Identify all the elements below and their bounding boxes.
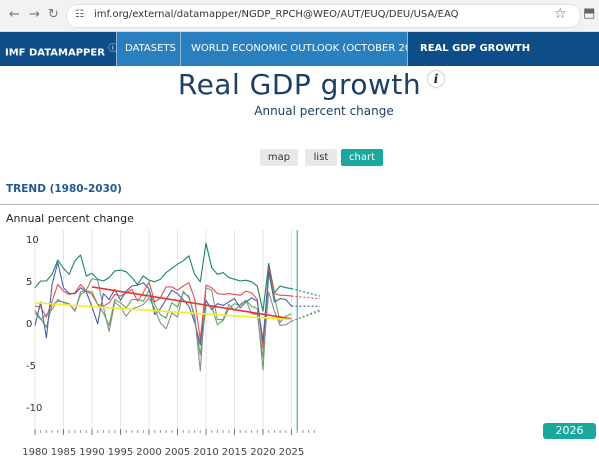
selected-year-badge[interactable]: 2026 [543, 423, 596, 439]
reload-icon[interactable]: ↻ [48, 7, 59, 22]
x-tick-label: 1985 [51, 447, 76, 458]
nav-indicator[interactable]: REAL GDP GROWTH [408, 32, 599, 66]
browser-toolbar: ← → ↻ ☷ imf.org/external/datamapper/NGDP… [0, 0, 599, 32]
y-tick-label: 0 [26, 319, 32, 330]
x-tick-label: 2000 [136, 447, 161, 458]
x-tick-label: 1990 [79, 447, 104, 458]
nav-divider [180, 32, 181, 66]
forward-arrow-icon[interactable]: → [29, 7, 40, 22]
x-tick-label: 1980 [22, 447, 47, 458]
x-tick-label: 1995 [108, 447, 133, 458]
url-text[interactable]: imf.org/external/datamapper/NGDP_RPCH@WE… [94, 9, 459, 20]
projection-line [291, 288, 321, 297]
series-line[interactable] [34, 272, 292, 371]
nav-dataset-name[interactable]: WORLD ECONOMIC OUTLOOK (OCTOBER 2025) [191, 43, 428, 54]
page-subtitle: Annual percent change [254, 104, 394, 118]
y-axis-title: Annual percent change [6, 212, 134, 225]
y-tick-label: -10 [26, 403, 42, 414]
series-line[interactable] [34, 267, 292, 349]
x-tick-label: 2010 [193, 447, 218, 458]
nav-divider [116, 32, 117, 66]
brand-info-icon[interactable]: ⓘ [108, 44, 118, 54]
series-line[interactable] [34, 242, 292, 312]
trend-divider [0, 204, 599, 205]
y-tick-label: -5 [26, 361, 36, 372]
projection-line [291, 309, 321, 322]
list-view-button[interactable]: list [305, 149, 337, 166]
y-tick-label: 10 [26, 235, 39, 246]
imf-navbar: IMF DATAMAPPER ⓘ DATASETS WORLD ECONOMIC… [0, 32, 599, 66]
map-view-button[interactable]: map [260, 149, 298, 166]
nav-datasets[interactable]: DATASETS [125, 43, 176, 54]
x-tick-label: 2020 [250, 447, 275, 458]
brand-label: IMF DATAMAPPER [5, 47, 105, 59]
imf-datamapper-brand[interactable]: IMF DATAMAPPER ⓘ [0, 32, 118, 66]
address-bar[interactable] [66, 4, 581, 28]
gdp-growth-chart[interactable]: 1980 1985 1990 1995 2000 2005 2010 2015 2020 2025… [0, 230, 599, 461]
projection-line [291, 295, 321, 300]
chart-view-button[interactable]: chart [341, 149, 383, 166]
x-tick-label: 2025 [279, 447, 304, 458]
x-tick-label: 2005 [165, 447, 190, 458]
series-line[interactable] [34, 261, 292, 346]
back-arrow-icon[interactable]: ← [9, 7, 20, 22]
trend-heading: TREND (1980-2030) [6, 183, 122, 195]
nav-divider [407, 32, 408, 66]
page-title: Real GDP growth [177, 68, 422, 101]
y-tick-label: 5 [26, 277, 32, 288]
info-icon[interactable]: i [428, 71, 444, 87]
x-tick-label: 2015 [222, 447, 247, 458]
bookmark-star-icon[interactable]: ☆ [554, 6, 567, 22]
series-line[interactable] [34, 277, 292, 372]
trend-line[interactable] [34, 302, 292, 321]
site-settings-icon[interactable]: ☷ [75, 9, 84, 20]
extensions-icon[interactable]: ⬒ [583, 6, 596, 21]
trend-line[interactable] [91, 286, 292, 320]
